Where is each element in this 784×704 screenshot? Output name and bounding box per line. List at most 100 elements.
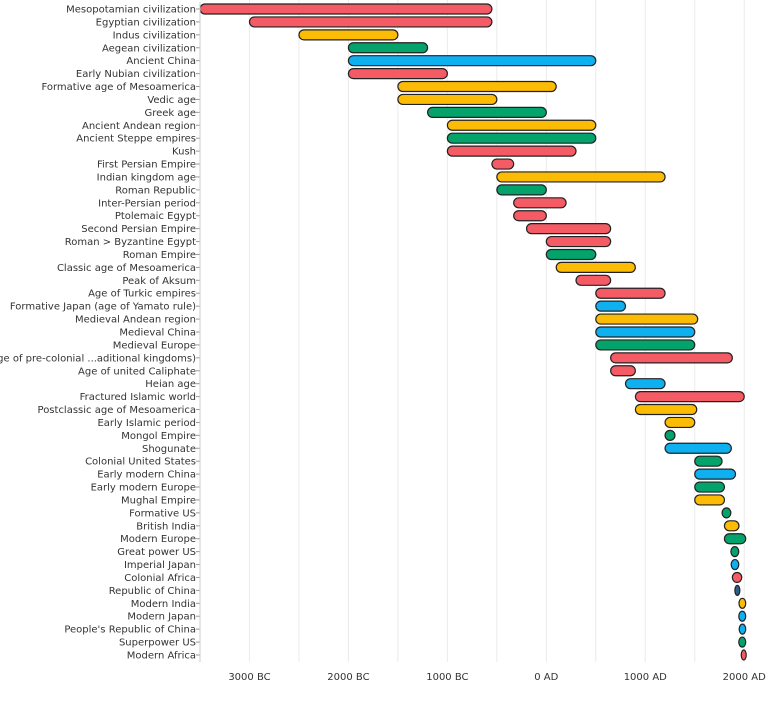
y-tick-label: Early Nubian civilization	[76, 69, 196, 80]
bar-30	[634, 391, 745, 403]
bar-33	[664, 429, 676, 441]
bar-24	[595, 313, 699, 325]
y-tick-label: Formative age of Mesoamerica	[41, 82, 196, 93]
bar-37	[694, 481, 726, 493]
y-tick-label: Modern Japan	[127, 612, 196, 623]
bar-47	[738, 610, 747, 622]
bar-25	[595, 326, 696, 338]
bar-17	[525, 223, 612, 235]
bar-29	[624, 378, 666, 390]
y-tick-label: Medieval China	[119, 328, 196, 339]
y-tick-label: Vedic age	[147, 95, 196, 106]
y-tick-label: Indus civilization	[113, 30, 196, 41]
x-tick-label: 0 AD	[534, 672, 558, 683]
y-tick-label: Ptolemaic Egypt	[115, 211, 196, 222]
x-tick-label: 2000 AD	[723, 672, 766, 683]
y-tick-label: Modern Europe	[120, 534, 196, 545]
y-tick-label: Classic age of Mesoamerica	[57, 263, 196, 274]
bar-36	[694, 468, 737, 480]
y-tick-label: Medieval Andean region	[75, 315, 196, 326]
y-tick-label: Greek age	[144, 108, 196, 119]
bar-46	[738, 597, 747, 609]
y-tick-label: British India	[136, 521, 196, 532]
y-tick-label: Early modern China	[97, 470, 196, 481]
y-tick-label: Early modern Europe	[91, 483, 196, 494]
x-axis: 3000 BC 2000 BC 1000 BC 0 AD 1000 AD 2000 AD	[199, 2, 766, 683]
y-tick-label: Early Islamic period	[97, 418, 196, 429]
y-tick-label: Roman > Byzantine Egypt	[65, 237, 196, 248]
bar-34	[664, 442, 732, 454]
y-tick-label: Formative US	[129, 508, 196, 519]
y-tick-label: Medieval Europe	[113, 340, 196, 351]
bar-12	[491, 158, 515, 170]
bar-21	[575, 274, 612, 286]
bar-5	[347, 67, 448, 80]
y-tick-label: Age of Turkic empires	[88, 289, 196, 300]
y-tick-label: Mesopotamian civilization	[66, 5, 196, 16]
bar-41	[723, 533, 747, 545]
bar-20	[555, 261, 636, 273]
bar-8	[426, 106, 547, 118]
bar-19	[545, 248, 597, 261]
bar-42	[730, 546, 740, 558]
bar-3	[347, 42, 429, 54]
bar-0	[199, 3, 493, 15]
y-tick-label: Fractured Islamic world	[80, 392, 196, 403]
y-tick-label: Second Persian Empire	[81, 224, 196, 235]
y-tick-label: Modern Africa	[127, 651, 196, 662]
bar-1	[248, 16, 493, 28]
y-tick-label: Indian kingdom age	[97, 172, 196, 183]
y-tick-label: Modern India	[131, 599, 196, 610]
bar-27	[610, 352, 733, 364]
bar-49	[738, 636, 747, 648]
y-tick-label: Heian age	[145, 379, 196, 390]
y-tick-label: Shogunate	[142, 444, 196, 455]
bar-15	[513, 197, 567, 209]
y-tick-label: People's Republic of China	[64, 625, 196, 636]
bar-10	[446, 132, 597, 144]
y-tick-label: Peak of Aksum	[122, 276, 196, 287]
bar-32	[664, 416, 696, 429]
y-tick-label: Colonial United States	[85, 457, 196, 468]
y-tick-label: Mughal Empire	[121, 495, 196, 506]
bar-14	[496, 184, 547, 196]
x-tick-label: 1000 BC	[426, 672, 468, 683]
bar-50	[740, 649, 747, 661]
y-tick-label: First Persian Empire	[97, 160, 196, 171]
x-tick-label: 2000 BC	[327, 672, 369, 683]
bar-4	[347, 55, 597, 67]
bar-45	[734, 584, 741, 597]
bar-26	[595, 339, 696, 351]
bar-31	[634, 403, 698, 416]
y-tick-label: Aegean civilization	[102, 43, 196, 54]
y-tick-label: Republic of China	[109, 586, 196, 597]
bar-22	[595, 287, 666, 299]
y-tick-label: Great power US	[117, 547, 196, 558]
bar-7	[397, 93, 498, 106]
bar-28	[610, 365, 636, 377]
y-tick-label: Ancient China	[126, 56, 196, 67]
bar-6	[397, 80, 557, 93]
bar-9	[446, 119, 597, 131]
x-tick-label: 1000 AD	[624, 672, 667, 683]
y-tick-label: Inter-Persian period	[98, 198, 196, 209]
bar-2	[298, 29, 399, 41]
y-tick-label: Ancient Steppe empires	[76, 134, 196, 145]
bar-43	[730, 558, 740, 571]
x-tick-label: 3000 BC	[228, 672, 270, 683]
y-tick-label: Colonial Africa	[124, 573, 196, 584]
bar-48	[738, 623, 747, 635]
y-tick-label: Roman Empire	[123, 250, 196, 261]
y-tick-label: Formative Japan (age of Yamato rule)	[10, 302, 196, 313]
bars	[199, 3, 747, 661]
bar-23	[595, 300, 627, 312]
y-tick-label: Age of united Caliphate	[78, 366, 196, 377]
bar-18	[545, 235, 612, 248]
y-tick-label: Imperial Japan	[124, 560, 196, 571]
bar-39	[721, 507, 732, 519]
y-tick-label: Ancient Andean region	[82, 121, 196, 132]
y-tick-label: Mongol Empire	[121, 431, 196, 442]
y-tick-label: Kush	[172, 147, 196, 158]
